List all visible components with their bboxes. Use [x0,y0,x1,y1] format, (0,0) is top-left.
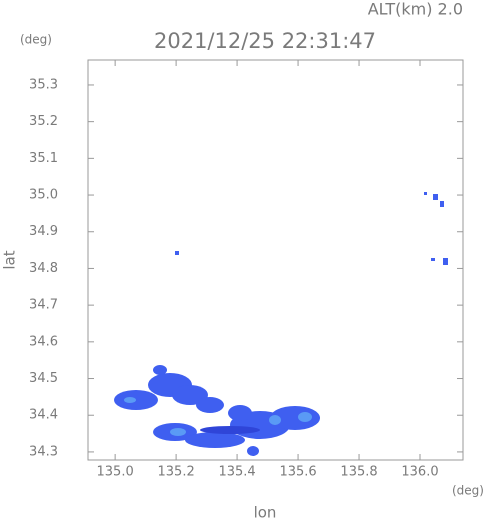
y-tick-label: 34.5 [29,371,58,386]
x-unit: (deg) [452,484,484,498]
y-tick-label: 34.8 [29,261,58,276]
y-tick-label: 34.6 [29,334,58,349]
y-tick-label: 34.7 [29,298,58,313]
y-unit: (deg) [20,33,52,47]
radar-echoes [114,192,448,456]
y-tick-label: 34.9 [29,224,58,239]
y-axis-label: lat [1,250,19,269]
y-tick-label: 34.4 [29,408,58,423]
x-axis-label: lon [254,504,277,521]
x-tick-label: 135.8 [340,465,377,480]
x-tick-label: 135.6 [279,465,316,480]
plot-frame [87,59,464,461]
altitude-label: ALT(km) 2.0 [368,0,463,19]
x-tick-label: 135.4 [218,465,255,480]
y-tick-label: 34.3 [29,444,58,459]
x-tick-label: 136.0 [401,465,438,480]
x-tick-label: 135.0 [97,465,134,480]
y-tick-label: 35.0 [29,188,58,203]
y-tick-label: 35.3 [29,77,58,92]
chart-title: 2021/12/25 22:31:47 [154,29,376,53]
x-tick-label: 135.2 [158,465,195,480]
y-tick-label: 35.1 [29,151,58,166]
y-tick-label: 35.2 [29,114,58,129]
